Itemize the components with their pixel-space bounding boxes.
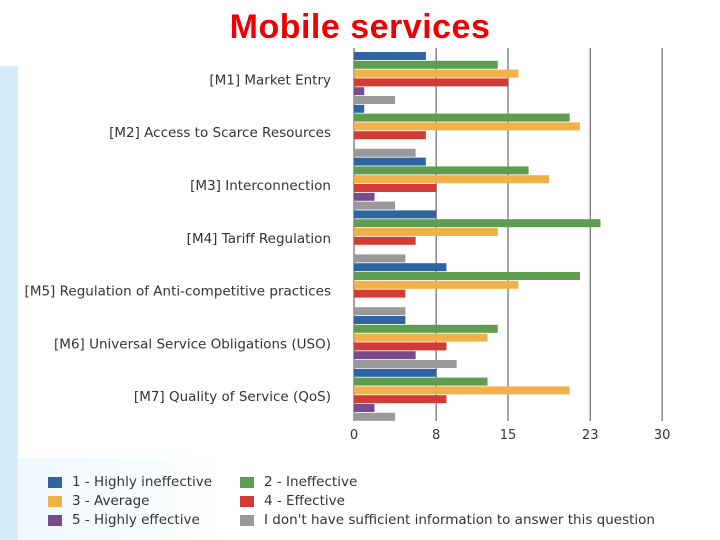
bar-1-series-3 xyxy=(354,69,519,78)
x-tick-label: 8 xyxy=(432,428,440,443)
legend-label: 5 - Highly effective xyxy=(72,512,200,528)
bar-2-series-2 xyxy=(354,113,570,122)
bar-7-series-2 xyxy=(354,377,488,386)
legend-swatch xyxy=(240,476,254,488)
bar-6-series-5 xyxy=(354,351,416,360)
bar-5-series-6 xyxy=(354,307,406,316)
bar-1-series-4 xyxy=(354,78,509,87)
bar-6-series-4 xyxy=(354,342,447,351)
bar-4-series-2 xyxy=(354,219,601,228)
legend-item: 2 - Ineffective xyxy=(240,474,357,490)
legend-swatch xyxy=(240,495,254,507)
bar-1-series-6 xyxy=(354,96,396,104)
bar-6-series-2 xyxy=(354,324,498,333)
category-label: [M5] Regulation of Anti-competitive prac… xyxy=(25,284,331,300)
category-label: [M1] Market Entry xyxy=(209,72,331,88)
legend-item: 1 - Highly ineffective xyxy=(48,474,212,490)
bar-6-series-6 xyxy=(354,360,457,368)
side-decoration-panel xyxy=(0,66,18,540)
x-tick-label: 30 xyxy=(654,428,671,443)
legend-swatch xyxy=(48,514,62,526)
chart-legend: 1 - Highly ineffective 2 - Ineffective 3 -… xyxy=(48,474,688,534)
bar-5-series-3 xyxy=(354,280,519,289)
x-tick-label: 0 xyxy=(350,428,358,443)
category-label: [M7] Quality of Service (QoS) xyxy=(134,389,331,405)
bar-3-series-5 xyxy=(354,192,375,201)
legend-label: 4 - Effective xyxy=(264,493,345,509)
bar-3-series-3 xyxy=(354,175,550,184)
bar-5-series-1 xyxy=(354,263,447,272)
x-tick-label: 15 xyxy=(500,428,517,443)
bar-7-series-1 xyxy=(354,368,437,377)
bar-1-series-2 xyxy=(354,60,498,69)
bar-5-series-4 xyxy=(354,289,406,298)
bar-4-series-6 xyxy=(354,254,406,263)
category-label: [M2] Access to Scarce Resources xyxy=(109,125,331,141)
bar-3-series-4 xyxy=(354,184,437,192)
bar-3-series-1 xyxy=(354,157,426,166)
legend-swatch xyxy=(48,495,62,507)
legend-item: 4 - Effective xyxy=(240,493,345,509)
legend-label: 1 - Highly ineffective xyxy=(72,474,213,490)
bar-6-series-3 xyxy=(354,333,488,342)
category-label: [M6] Universal Service Obligations (USO) xyxy=(54,336,331,352)
legend-item: 3 - Average xyxy=(48,493,149,509)
legend-label: 2 - Ineffective xyxy=(264,474,358,490)
bar-7-series-3 xyxy=(354,386,570,395)
bar-2-series-4 xyxy=(354,131,426,140)
x-tick-label: 23 xyxy=(582,428,599,443)
bar-2-series-3 xyxy=(354,122,580,131)
category-label: [M4] Tariff Regulation xyxy=(187,231,331,247)
bar-3-series-2 xyxy=(354,166,529,175)
bar-4-series-3 xyxy=(354,228,498,236)
bar-7-series-4 xyxy=(354,395,447,404)
bar-6-series-1 xyxy=(354,316,406,324)
bar-1-series-1 xyxy=(354,52,426,60)
legend-label: I don't have sufficient information to a… xyxy=(264,512,655,528)
category-label: [M3] Interconnection xyxy=(190,178,331,194)
legend-swatch xyxy=(48,476,62,488)
legend-swatch xyxy=(240,514,254,526)
legend-label: 3 - Average xyxy=(72,493,150,509)
legend-item: I don't have sufficient information to a… xyxy=(240,512,655,528)
bar-7-series-5 xyxy=(354,404,375,412)
bar-2-series-6 xyxy=(354,148,416,157)
bar-5-series-2 xyxy=(354,272,580,280)
bar-3-series-6 xyxy=(354,201,396,210)
bar-4-series-1 xyxy=(354,210,437,219)
slide-title: Mobile services xyxy=(229,8,491,46)
bar-2-series-1 xyxy=(354,104,365,113)
bar-7-series-6 xyxy=(354,412,396,421)
legend-item: 5 - Highly effective xyxy=(48,512,200,528)
bar-4-series-4 xyxy=(354,236,416,245)
bar-1-series-5 xyxy=(354,87,365,96)
